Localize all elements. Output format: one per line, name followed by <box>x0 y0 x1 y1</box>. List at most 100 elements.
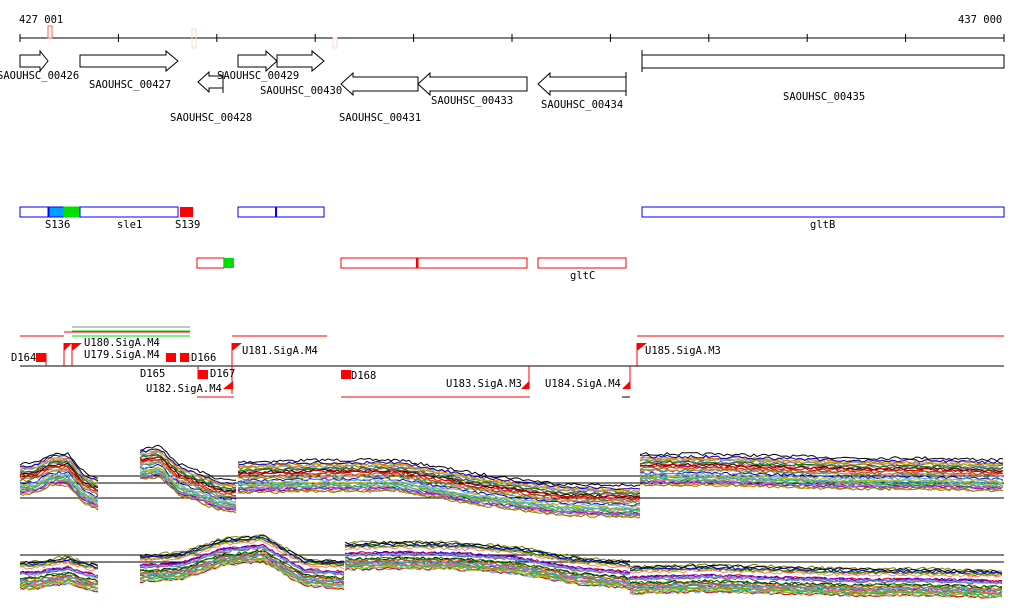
expression-trace <box>19 460 99 488</box>
feature-S139[interactable] <box>180 207 193 217</box>
expression-trace <box>19 568 99 578</box>
expression-trace <box>139 453 237 491</box>
promoter-label: U180.SigA.M4 <box>84 337 160 349</box>
position-marker[interactable] <box>191 28 197 49</box>
promoter-label: D165 <box>140 368 165 380</box>
expression-trace <box>344 566 631 591</box>
feature-label: gltC <box>570 270 595 282</box>
promoter-D164[interactable] <box>36 353 46 362</box>
feature-label: S139 <box>175 219 200 231</box>
gene-SAOUHSC_00430[interactable]: SAOUHSC_00430 <box>260 49 342 97</box>
expression-trace <box>629 588 1003 599</box>
ruler: 427 001 437 000 <box>19 14 1005 49</box>
expression-trace <box>639 468 1004 478</box>
position-marker[interactable] <box>332 37 338 49</box>
promoter-U180[interactable] <box>72 343 82 351</box>
gene-SAOUHSC_00433[interactable]: SAOUHSC_00433 <box>417 71 528 107</box>
expression-trace <box>640 480 1003 491</box>
gene-SAOUHSC_00435[interactable]: SAOUHSC_00435 <box>641 50 1005 103</box>
promoter-U179[interactable] <box>64 343 72 351</box>
feature-gltB[interactable] <box>641 206 1005 218</box>
promoter-U184[interactable] <box>622 381 630 389</box>
expression-trace <box>19 451 99 479</box>
promoter-D166[interactable] <box>180 353 189 362</box>
expression-plot-plus <box>19 444 1004 519</box>
feature-box[interactable] <box>417 257 528 269</box>
expression-trace <box>139 458 237 497</box>
expression-trace <box>639 477 1004 487</box>
gene-SAOUHSC_00426[interactable]: SAOUHSC_00426 <box>0 49 79 82</box>
promoter-D167[interactable] <box>198 370 208 379</box>
expression-trace <box>139 448 237 485</box>
expression-trace <box>19 582 99 591</box>
promoter-label: U184.SigA.M4 <box>545 378 621 390</box>
feature-box[interactable] <box>340 257 419 269</box>
expression-trace <box>19 480 99 507</box>
expression-trace <box>237 457 641 488</box>
feature-box[interactable] <box>196 257 225 269</box>
expression-trace <box>639 460 1004 470</box>
expression-trace <box>139 545 345 576</box>
expression-trace <box>237 480 641 510</box>
promoter-label: U179.SigA.M4 <box>84 349 160 361</box>
promoter-label: D164 <box>11 352 36 364</box>
expression-trace <box>237 478 641 508</box>
expression-trace <box>139 536 345 565</box>
promoter-D165[interactable] <box>166 353 176 362</box>
expression-trace <box>237 466 641 496</box>
expression-trace <box>139 559 345 589</box>
feature-box-green[interactable] <box>224 258 234 268</box>
expression-trace <box>344 542 631 566</box>
expression-trace <box>639 454 1004 465</box>
expression-trace <box>639 463 1004 474</box>
expression-trace <box>139 451 237 487</box>
promoter-U183[interactable] <box>521 381 529 389</box>
feature-box[interactable] <box>275 206 325 218</box>
promoter-U181[interactable] <box>232 343 242 351</box>
feature-S136[interactable] <box>48 206 65 218</box>
expression-trace <box>19 582 99 593</box>
expression-trace <box>237 481 641 512</box>
expression-trace <box>139 471 237 507</box>
expression-trace <box>139 535 345 564</box>
position-marker[interactable] <box>47 25 53 39</box>
expression-trace <box>139 460 237 498</box>
promoter-U185[interactable] <box>637 343 647 351</box>
promoter-label: U185.SigA.M3 <box>645 345 721 357</box>
expression-trace <box>629 573 1003 584</box>
gene-label: SAOUHSC_00433 <box>431 95 513 107</box>
gene-SAOUHSC_00431[interactable]: SAOUHSC_00431 <box>339 71 421 124</box>
expression-trace <box>237 488 641 519</box>
feature-label: sle1 <box>117 219 142 231</box>
gene-label: SAOUHSC_00427 <box>89 79 171 91</box>
gene-SAOUHSC_00429[interactable]: SAOUHSC_00429 <box>217 49 299 82</box>
gene-SAOUHSC_00427[interactable]: SAOUHSC_00427 <box>79 49 179 91</box>
expression-trace <box>19 572 99 583</box>
expression-trace <box>139 468 237 506</box>
gene-track: SAOUHSC_00426 SAOUHSC_00427 SAOUHSC_0042… <box>0 49 1005 124</box>
gene-SAOUHSC_00428[interactable]: SAOUHSC_00428 <box>170 70 252 124</box>
promoter-U182[interactable] <box>223 381 233 389</box>
expression-trace <box>139 455 237 494</box>
feature-gltC[interactable] <box>537 257 627 269</box>
feature-sle1[interactable] <box>79 206 179 218</box>
promoter-D168[interactable] <box>341 370 351 379</box>
expression-trace <box>629 583 1003 593</box>
expression-trace <box>139 553 345 583</box>
gene-label: SAOUHSC_00429 <box>217 70 299 82</box>
expression-trace <box>237 463 641 493</box>
expression-trace <box>19 555 99 566</box>
promoter-label: D167 <box>210 368 235 380</box>
feature-box-green[interactable] <box>63 206 81 218</box>
gene-SAOUHSC_00434[interactable]: SAOUHSC_00434 <box>537 71 627 111</box>
feature-track-plus: S136 sle1 S139 gltB <box>19 206 1005 231</box>
expression-trace <box>639 472 1004 482</box>
gene-label: SAOUHSC_00431 <box>339 112 421 124</box>
expression-trace <box>639 474 1004 484</box>
feature-box[interactable] <box>237 206 277 218</box>
feature-box[interactable] <box>19 206 49 218</box>
expression-trace <box>19 462 99 489</box>
expression-trace <box>629 582 1003 593</box>
gene-label: SAOUHSC_00428 <box>170 112 252 124</box>
